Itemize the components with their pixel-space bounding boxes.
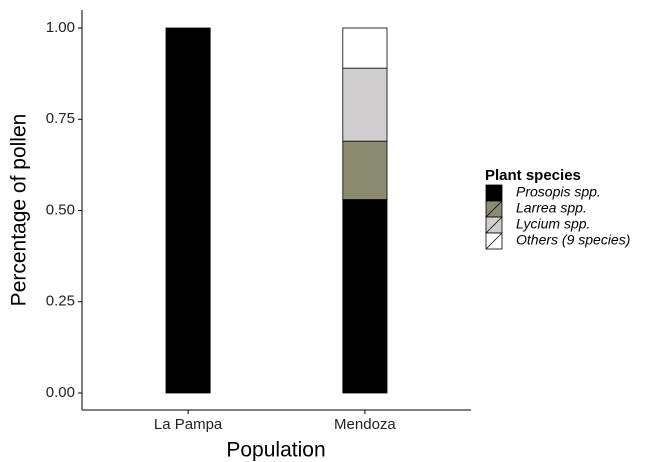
- bar-segment: [342, 67, 388, 142]
- y-tick-label: 0.50: [46, 201, 75, 218]
- bar-segment: [165, 27, 211, 394]
- bar-segment: [342, 27, 388, 69]
- x-axis-title: Population: [226, 439, 325, 462]
- legend-label: Lycium spp.: [516, 216, 590, 232]
- legend-label: Larrea spp.: [516, 200, 587, 216]
- y-tick-label: 1.00: [46, 19, 75, 36]
- bar-segment: [342, 199, 388, 394]
- y-tick-label: 0.25: [46, 293, 75, 310]
- x-tick-label: La Pampa: [154, 416, 223, 433]
- legend-slash: [485, 184, 503, 202]
- legend-title: Plant species: [485, 167, 581, 184]
- y-axis-title: Percentage of pollen: [8, 114, 31, 307]
- legend-label: Others (9 species): [516, 232, 630, 248]
- legend-label: Prosopis spp.: [516, 184, 601, 200]
- legend-slash: [485, 216, 503, 234]
- bar-segment: [342, 140, 388, 200]
- legend-slash: [485, 200, 503, 218]
- legend-slash: [485, 232, 503, 250]
- x-tick-label: Mendoza: [334, 416, 396, 433]
- y-tick-label: 0.00: [46, 384, 75, 401]
- y-tick-label: 0.75: [46, 110, 75, 127]
